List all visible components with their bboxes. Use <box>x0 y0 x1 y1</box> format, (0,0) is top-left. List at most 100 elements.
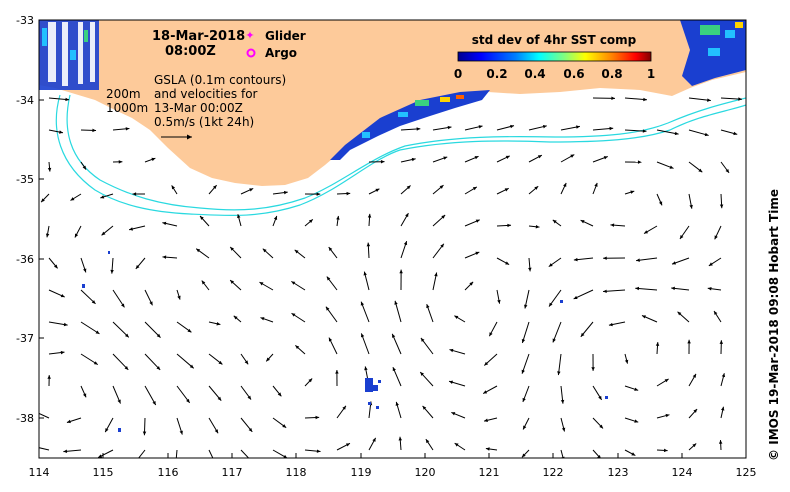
x-tick-label: 119 <box>351 466 372 479</box>
velocity-arrow-head <box>283 454 288 458</box>
velocity-arrow-head <box>591 367 595 371</box>
x-tick-label: 122 <box>543 466 564 479</box>
velocity-arrow-head <box>422 405 427 410</box>
velocity-arrow-head <box>594 182 598 187</box>
velocity-arrow-head <box>510 124 514 129</box>
velocity-arrow-head <box>644 230 649 234</box>
velocity-arrow-head <box>214 429 219 434</box>
velocity-arrow-head <box>674 131 679 136</box>
velocity-arrow-head <box>687 339 691 344</box>
velocity-arrow-head <box>101 231 106 236</box>
velocity-arrow-head <box>248 427 253 432</box>
velocity-arrow-head <box>411 157 416 162</box>
velocity-arrow-head <box>230 246 234 251</box>
velocity-arrow-head <box>542 124 547 129</box>
velocity-arrow-head <box>580 332 585 337</box>
velocity-arrow-head <box>328 247 333 251</box>
velocity-arrow <box>39 447 50 451</box>
velocity-arrow-head <box>380 159 385 164</box>
velocity-arrow-head <box>65 97 70 102</box>
colorbar-tick: 0.8 <box>601 67 622 81</box>
velocity-arrow-head <box>580 220 585 224</box>
velocity-arrow-head <box>124 333 129 338</box>
velocity-arrow <box>144 385 157 406</box>
velocity-arrow-head <box>216 322 221 326</box>
velocity-arrow-head <box>316 449 321 453</box>
velocity-arrow-head <box>45 233 50 238</box>
argo-marker-icon <box>246 48 256 58</box>
velocity-arrow-head <box>149 301 153 306</box>
velocity-arrow-head <box>693 409 698 413</box>
velocity-arrow-head <box>603 256 607 260</box>
velocity-arrow-head <box>598 395 602 400</box>
velocity-arrow-head <box>718 440 723 444</box>
velocity-arrow-head <box>328 337 333 342</box>
velocity-arrow <box>39 412 50 419</box>
velocity-arrow-head <box>489 332 493 337</box>
velocity-arrow-head <box>260 317 265 321</box>
x-tick-label: 117 <box>222 466 243 479</box>
velocity-arrow <box>144 321 161 338</box>
annotation-line: GSLA (0.1m contours) <box>154 73 286 87</box>
x-tick-label: 116 <box>158 466 179 479</box>
velocity-arrow-head <box>325 306 330 311</box>
velocity-arrow-head <box>698 168 703 173</box>
map-time: 08:00Z <box>165 44 216 59</box>
velocity-arrow-head <box>641 315 646 319</box>
velocity-arrow-head <box>360 301 365 306</box>
velocity-arrow-head <box>66 419 71 424</box>
velocity-arrow-head <box>244 360 249 365</box>
velocity-arrow <box>391 333 402 355</box>
velocity-arrow-head <box>671 286 675 291</box>
velocity-arrow-head <box>485 447 490 451</box>
velocity-arrow-head <box>142 431 147 436</box>
velocity-arrow-head <box>100 195 105 199</box>
velocity-arrow-head <box>118 160 123 164</box>
velocity-arrow-head <box>634 387 639 391</box>
velocity-arrow-head <box>360 333 365 338</box>
velocity-arrow-head <box>398 436 403 441</box>
velocity-arrow-head <box>521 339 526 343</box>
velocity-arrow-head <box>738 97 742 101</box>
velocity-arrow-head <box>117 399 121 404</box>
scale-arrow <box>161 134 192 140</box>
velocity-arrow-head <box>475 251 480 256</box>
velocity-arrow-head <box>342 405 346 410</box>
velocity-arrow-head <box>233 315 238 320</box>
velocity-arrow-head <box>475 219 480 223</box>
velocity-arrow-head <box>560 399 565 404</box>
velocity-arrow-head <box>196 248 201 253</box>
velocity-arrow-head <box>212 185 217 190</box>
x-tick-label: 115 <box>93 466 114 479</box>
velocity-arrow <box>80 321 100 335</box>
velocity-arrow-head <box>469 281 474 286</box>
velocity-arrow-head <box>174 460 177 464</box>
velocity-arrow-head <box>92 128 97 133</box>
x-tick-label: 120 <box>415 466 436 479</box>
velocity-arrow <box>240 449 250 458</box>
velocity-arrow-head <box>454 443 459 447</box>
velocity-arrow-head <box>187 328 192 333</box>
annotation-line: and velocities for <box>154 87 258 101</box>
velocity-arrow-head <box>663 448 668 453</box>
velocity-arrow-head <box>35 411 39 414</box>
velocity-arrow-head <box>63 322 68 327</box>
velocity-arrow-head <box>315 415 320 420</box>
velocity-arrow-head <box>609 126 614 131</box>
velocity-arrow-head <box>363 271 367 276</box>
credit-text: © IMOS 19-Mar-2018 09:08 Hobart Time <box>767 189 781 461</box>
velocity-arrow-head <box>535 225 540 229</box>
velocity-arrow-head <box>121 303 125 308</box>
velocity-arrow-head <box>523 425 527 430</box>
velocity-arrow <box>175 449 178 458</box>
velocity-arrow-head <box>692 443 697 448</box>
velocity-arrow <box>176 353 195 369</box>
land-mass <box>39 20 746 186</box>
velocity-arrow-head <box>201 280 206 285</box>
velocity-arrow-head <box>478 125 483 129</box>
velocity-arrow-head <box>528 267 532 272</box>
velocity-arrow-head <box>125 127 130 131</box>
velocity-arrow-head <box>440 243 444 248</box>
velocity-arrow-head <box>60 350 65 355</box>
